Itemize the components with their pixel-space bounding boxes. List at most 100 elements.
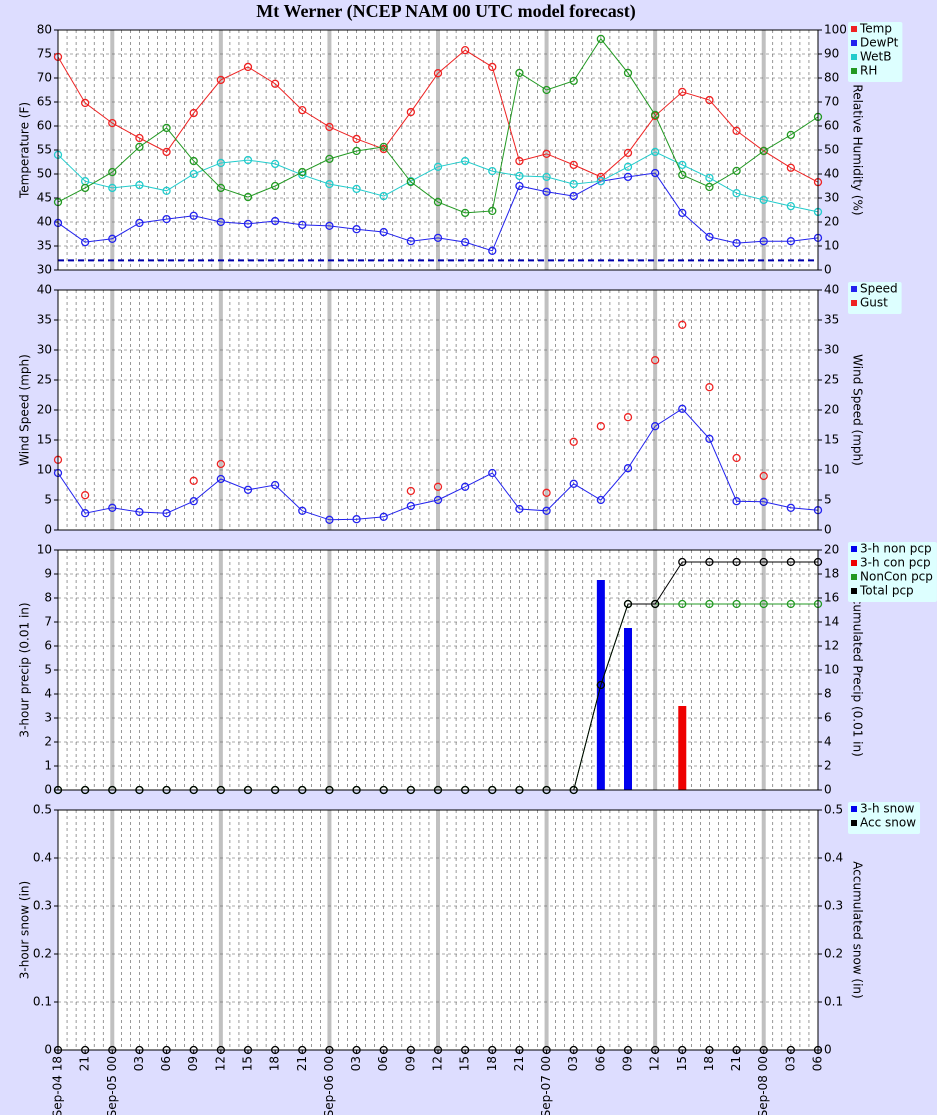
y-tick-label: 5 xyxy=(44,493,52,507)
legend-label: 3-h non pcp xyxy=(860,542,932,556)
point xyxy=(460,46,470,55)
point xyxy=(732,453,741,463)
point xyxy=(433,197,443,207)
point xyxy=(189,476,198,485)
y2-tick-label: 0 xyxy=(824,263,832,277)
point xyxy=(80,509,90,518)
legend-swatch xyxy=(851,54,857,60)
point xyxy=(678,208,687,218)
point xyxy=(786,237,796,246)
x-tick-label: 12 xyxy=(431,1056,445,1071)
point xyxy=(406,177,416,187)
point xyxy=(433,69,443,78)
point xyxy=(705,182,714,192)
day-marker xyxy=(544,810,549,1050)
y2-tick-label: 4 xyxy=(824,735,832,749)
point xyxy=(596,495,606,505)
y-tick-label: 20 xyxy=(37,403,52,417)
point xyxy=(379,191,388,201)
point xyxy=(460,156,470,166)
point xyxy=(596,34,606,44)
y-tick-label: 35 xyxy=(37,239,52,253)
x-tick-label: 15 xyxy=(675,1056,689,1071)
x-tick-label: 21 xyxy=(512,1056,526,1071)
point xyxy=(650,147,660,157)
x-tick-label: 06 xyxy=(593,1056,607,1071)
point xyxy=(488,246,497,255)
point xyxy=(135,218,144,228)
y2-tick-label: 30 xyxy=(824,191,839,205)
point xyxy=(80,238,90,247)
point xyxy=(108,167,117,177)
point xyxy=(786,503,796,512)
x-tick-label: 09 xyxy=(403,1056,417,1071)
point xyxy=(515,504,524,514)
point xyxy=(135,507,144,517)
point xyxy=(515,171,524,181)
point xyxy=(80,98,90,108)
plot-border xyxy=(57,289,819,531)
y2-tick-label: 0.2 xyxy=(824,947,843,961)
point xyxy=(705,434,714,443)
y-tick-label: 40 xyxy=(37,215,52,229)
point xyxy=(433,162,443,171)
point xyxy=(569,160,578,170)
y-tick-label: 3 xyxy=(44,711,52,725)
x-tick-label: Sep-04 18 xyxy=(51,1056,65,1115)
point xyxy=(406,237,416,246)
y2-tick-label: 0 xyxy=(824,1043,832,1057)
y-tick-label: 1 xyxy=(44,759,52,773)
y2-tick-label: 5 xyxy=(824,493,832,507)
point xyxy=(352,225,361,234)
point xyxy=(298,220,307,230)
x-tick-label: 06 xyxy=(811,1056,825,1071)
point xyxy=(732,189,741,198)
point xyxy=(569,479,578,488)
y-tick-label: 0 xyxy=(44,523,52,537)
x-tick-label: 03 xyxy=(783,1056,797,1071)
point xyxy=(433,482,443,491)
point xyxy=(596,172,606,182)
bar xyxy=(624,628,632,790)
legend-label: 3-h con pcp xyxy=(860,556,931,570)
point xyxy=(569,191,578,201)
y-tick-label: 70 xyxy=(37,71,52,85)
point xyxy=(569,437,578,446)
point xyxy=(135,133,144,143)
point xyxy=(596,422,606,431)
y2-tick-label: 70 xyxy=(824,95,839,109)
y2-tick-label: 30 xyxy=(824,343,839,357)
point xyxy=(162,186,171,195)
legend-swatch xyxy=(851,68,857,74)
day-marker xyxy=(761,290,766,530)
legend-label: NonCon pcp xyxy=(860,570,933,584)
point xyxy=(759,497,768,506)
x-tick-label: 03 xyxy=(566,1056,580,1071)
legend-swatch xyxy=(851,300,857,306)
point xyxy=(759,599,768,609)
y2-tick-label: 0 xyxy=(824,523,832,537)
point xyxy=(433,495,443,505)
y-tick-label: 30 xyxy=(37,263,52,277)
point xyxy=(352,134,361,144)
point xyxy=(433,233,443,242)
y2-tick-label: 80 xyxy=(824,71,839,85)
point xyxy=(325,515,334,524)
y2-tick-label: 90 xyxy=(824,47,839,61)
point xyxy=(759,146,768,156)
point xyxy=(542,85,551,95)
point xyxy=(108,503,117,512)
x-tick-label: 15 xyxy=(241,1056,255,1071)
point xyxy=(298,170,307,180)
y2-tick-label: 25 xyxy=(824,373,839,387)
y2-tick-label: 35 xyxy=(824,313,839,327)
day-marker xyxy=(761,810,766,1050)
point xyxy=(270,216,280,226)
y-tick-label: 8 xyxy=(44,591,52,605)
point xyxy=(216,158,226,168)
legend-box xyxy=(848,22,903,82)
point xyxy=(542,149,551,158)
point xyxy=(650,599,660,609)
point xyxy=(162,123,171,133)
